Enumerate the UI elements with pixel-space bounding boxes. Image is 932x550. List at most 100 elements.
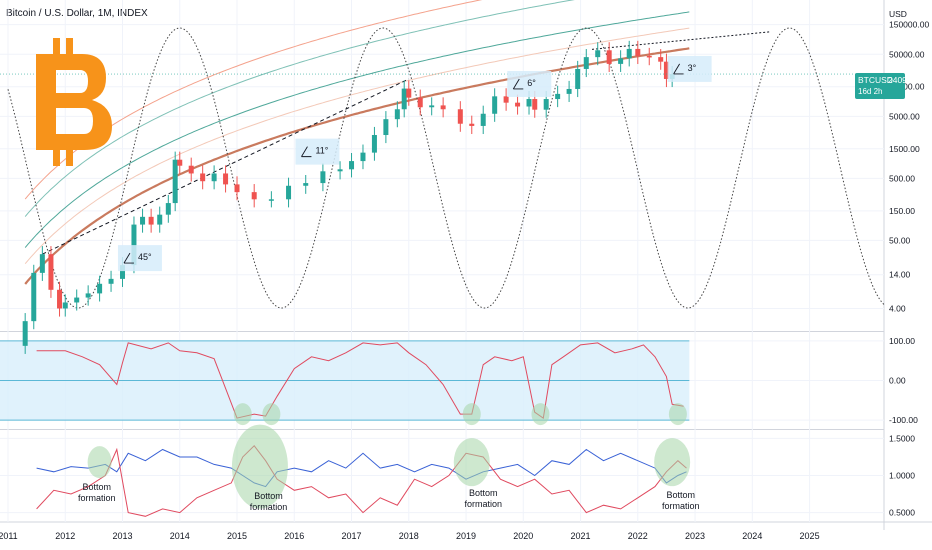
angle-label: 45° (138, 252, 152, 262)
price-tag: BTCUSD 16d 2h (855, 73, 905, 99)
y-tick-label: 15000.00 (889, 82, 925, 92)
candle-bear (177, 159, 183, 166)
bottom-formation-label: Bottom formation (662, 490, 700, 511)
y-tick-label: 0.00 (889, 376, 906, 386)
candle-bull (85, 293, 91, 298)
x-tick-label: 2011 (0, 531, 18, 541)
y-tick-label: 150.00 (889, 206, 915, 216)
candle-bull (131, 224, 137, 266)
candle-bear (440, 105, 446, 110)
candle-bear (417, 97, 423, 108)
angle-labels[interactable]: 45° 11° 6° 3° (117, 55, 712, 272)
candle-bear (188, 165, 194, 174)
ratio-bottom-circle (453, 438, 490, 487)
y-tick-label: 14.00 (889, 270, 911, 280)
candle-bull (120, 265, 126, 279)
chart-title: Bitcoin / U.S. Dollar, 1M, INDEX (6, 8, 148, 19)
x-tick-label: 2025 (800, 531, 820, 541)
cycle-sine-path (7, 27, 885, 309)
x-tick-label: 2016 (284, 531, 304, 541)
x-tick-label: 2019 (456, 531, 476, 541)
x-tick-label: 2017 (342, 531, 362, 541)
candle-bull (618, 58, 624, 64)
ratio-line-blue (36, 448, 687, 488)
ratio-series (36, 445, 687, 517)
y-tick-label: -100.00 (889, 415, 918, 425)
price-tag-value: 24099.88 (888, 75, 924, 85)
y-tick-label: 500.00 (889, 173, 915, 183)
candle-bear (148, 216, 154, 225)
y-tick-label: 1.0000 (889, 471, 915, 481)
candle-bull (62, 302, 68, 309)
y-tick-label: 4.00 (889, 303, 906, 313)
y-tick-label: 50.00 (889, 235, 911, 245)
price-tag-bg (855, 73, 905, 99)
angle-label: 3° (688, 63, 697, 73)
oscillator-bottom-circle (668, 403, 687, 426)
candle-bear (469, 123, 475, 126)
x-tick-label: 2024 (742, 531, 762, 541)
candle-bear (48, 254, 54, 290)
candle-bull (555, 93, 561, 100)
x-tick-label: 2020 (513, 531, 533, 541)
angle-label: 6° (527, 78, 536, 88)
candle-bull (360, 152, 366, 162)
y-tick-label: 150000.00 (889, 20, 929, 30)
candle-bull (595, 50, 601, 58)
candle-bull (22, 321, 28, 346)
y-axis[interactable]: 150000.00 50000.00 15000.00 5000.00 1500.00 5… (889, 20, 929, 518)
trend-line-upper (591, 31, 770, 50)
candle-bull (526, 99, 532, 107)
bottom-formation-label: Bottom formation (464, 488, 502, 509)
candle-bull (172, 159, 178, 204)
x-tick-label: 2023 (685, 531, 705, 541)
bottom-formation-labels: Bottom formation Bottom formation Bottom form… (78, 482, 700, 512)
candle-bull (108, 278, 114, 284)
angle-icon (123, 252, 134, 264)
candle-bear (515, 102, 521, 107)
candle-bull (286, 185, 292, 200)
candle-bull (39, 254, 45, 273)
x-axis[interactable]: 2011 2012 2013 2014 2015 2016 2017 2018 2019 2020… (0, 531, 820, 541)
candle-bull (626, 48, 632, 59)
candle-bull (140, 216, 146, 225)
candle-bear (200, 173, 206, 182)
angle-icon (673, 63, 684, 75)
floor-band (24, 47, 690, 285)
upper-mid-band (24, 0, 575, 217)
candle-bull (492, 96, 498, 114)
y-tick-label: 100.00 (889, 336, 915, 346)
lower-band (24, 27, 690, 265)
y-tick-label: 0.5000 (889, 508, 915, 518)
candle-bull (566, 88, 572, 94)
candle-bull (97, 283, 103, 294)
candle-bull (31, 272, 37, 322)
bottom-formation-label: Bottom formation (250, 491, 288, 512)
candle-bear (251, 192, 257, 200)
y-tick-label: 5000.00 (889, 111, 920, 121)
oscillator-bottom-circle (262, 403, 281, 426)
candle-bull (583, 57, 589, 69)
x-tick-label: 2012 (55, 531, 75, 541)
angle-box (667, 55, 712, 82)
logo-stroke (53, 148, 60, 166)
candle-bear (658, 57, 664, 62)
price-tag-countdown: 16d 2h (858, 87, 882, 96)
bottom-highlight-circles (87, 403, 691, 509)
bottom-formation-label: Bottom formation (78, 482, 116, 503)
oscillator-series (36, 342, 684, 419)
y-tick-label: 1.5000 (889, 433, 915, 443)
candle-bear (532, 99, 538, 110)
candle-bull (394, 109, 400, 120)
angle-box (507, 70, 552, 97)
logo-stroke (66, 38, 73, 56)
candle-bull (157, 214, 163, 225)
x-tick-label: 2014 (170, 531, 190, 541)
oscillator-bottom-circle (462, 403, 481, 426)
logo-letter (36, 54, 112, 150)
candle-bear (663, 61, 669, 79)
x-tick-label: 2013 (112, 531, 132, 541)
candle-bull (575, 68, 581, 89)
candle-bear (646, 55, 652, 58)
